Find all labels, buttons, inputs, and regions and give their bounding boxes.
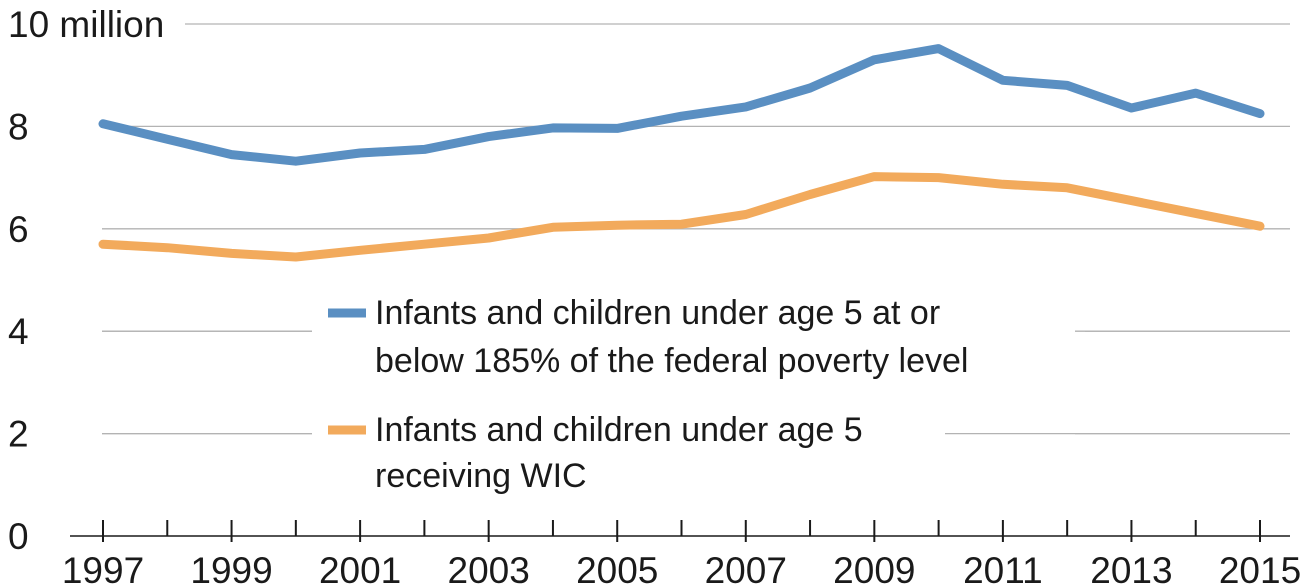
y-tick-label: 4 — [8, 311, 29, 352]
x-axis: 1997 1999 2001 2003 2005 2007 2009 2011 2013 2015 — [62, 520, 1301, 587]
x-tick-label: 2011 — [963, 550, 1043, 587]
x-tick-label: 2007 — [705, 550, 787, 587]
y-tick-label: 2 — [8, 414, 29, 455]
y-tick-label: 0 — [8, 516, 29, 557]
x-tick-label: 2013 — [1090, 550, 1172, 587]
legend-label-1-line-1: Infants and children under age 5 at or — [375, 294, 940, 332]
x-tick-label: 2009 — [833, 550, 915, 587]
x-tick-label: 1999 — [190, 550, 272, 587]
x-tick-label: 2005 — [576, 550, 658, 587]
y-tick-label: 10 million — [8, 4, 164, 45]
legend-label-2-line-2: receiving WIC — [375, 457, 587, 495]
x-tick-label: 2001 — [319, 550, 401, 587]
legend-label-2-line-1: Infants and children under age 5 — [375, 411, 863, 449]
x-tick-label: 2015 — [1219, 550, 1301, 587]
legend-label-1-line-2: below 185% of the federal poverty level — [375, 342, 968, 380]
x-tick-label: 1997 — [62, 550, 144, 587]
y-tick-label: 6 — [8, 209, 29, 250]
series-lines — [98, 44, 1265, 262]
series-line-2 — [98, 172, 1265, 262]
series-line-1 — [98, 44, 1265, 166]
legend-background — [312, 280, 1075, 500]
y-axis-labels: 0 2 4 6 8 10 million — [8, 4, 164, 557]
legend: Infants and children under age 5 at or be… — [102, 280, 1290, 500]
y-tick-label: 8 — [8, 106, 29, 147]
x-tick-label: 2003 — [448, 550, 530, 587]
